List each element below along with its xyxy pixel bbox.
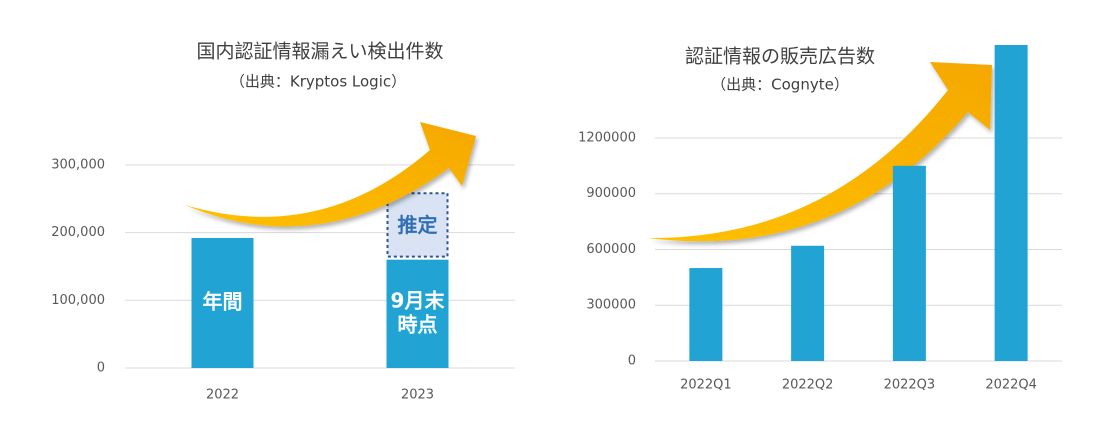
x-tick-label: 2022Q2 bbox=[782, 378, 834, 393]
chart-subtitle: （出典：Cognyte） bbox=[711, 76, 849, 94]
y-tick-label: 0 bbox=[628, 354, 636, 369]
estimate-label: 推定 bbox=[398, 213, 438, 237]
x-tick-label: 2022Q4 bbox=[985, 378, 1037, 393]
y-tick-label: 1200000 bbox=[578, 130, 636, 145]
y-tick-label: 900000 bbox=[586, 186, 636, 201]
y-tick-label: 0 bbox=[97, 361, 105, 376]
bar-label: 9月末 bbox=[391, 288, 446, 312]
bar bbox=[892, 165, 926, 361]
bar-label: 年間 bbox=[203, 289, 243, 313]
trend-arrow bbox=[648, 62, 992, 242]
y-tick-label: 100,000 bbox=[51, 293, 105, 308]
x-tick-label: 2023 bbox=[401, 388, 434, 403]
bar bbox=[386, 259, 449, 368]
y-tick-label: 200,000 bbox=[51, 225, 105, 240]
bar bbox=[191, 237, 254, 368]
x-tick-label: 2022Q1 bbox=[680, 378, 732, 393]
y-tick-label: 300000 bbox=[586, 298, 636, 313]
trend-arrow bbox=[185, 122, 476, 227]
bar-label: 時点 bbox=[398, 312, 438, 336]
estimate-bar bbox=[386, 192, 449, 258]
x-tick-label: 2022Q3 bbox=[884, 378, 936, 393]
bar bbox=[994, 45, 1028, 361]
x-tick-label: 2022 bbox=[206, 388, 239, 403]
chart-title: 認証情報の販売広告数 bbox=[685, 46, 875, 68]
bar bbox=[791, 245, 825, 361]
y-tick-label: 600000 bbox=[586, 242, 636, 257]
chart-title: 国内認証情報漏えい検出件数 bbox=[196, 41, 443, 63]
arrows bbox=[185, 62, 992, 242]
y-tick-label: 300,000 bbox=[51, 157, 105, 172]
bar bbox=[689, 268, 723, 361]
chart-subtitle: （出典：Kryptos Logic） bbox=[230, 73, 406, 91]
